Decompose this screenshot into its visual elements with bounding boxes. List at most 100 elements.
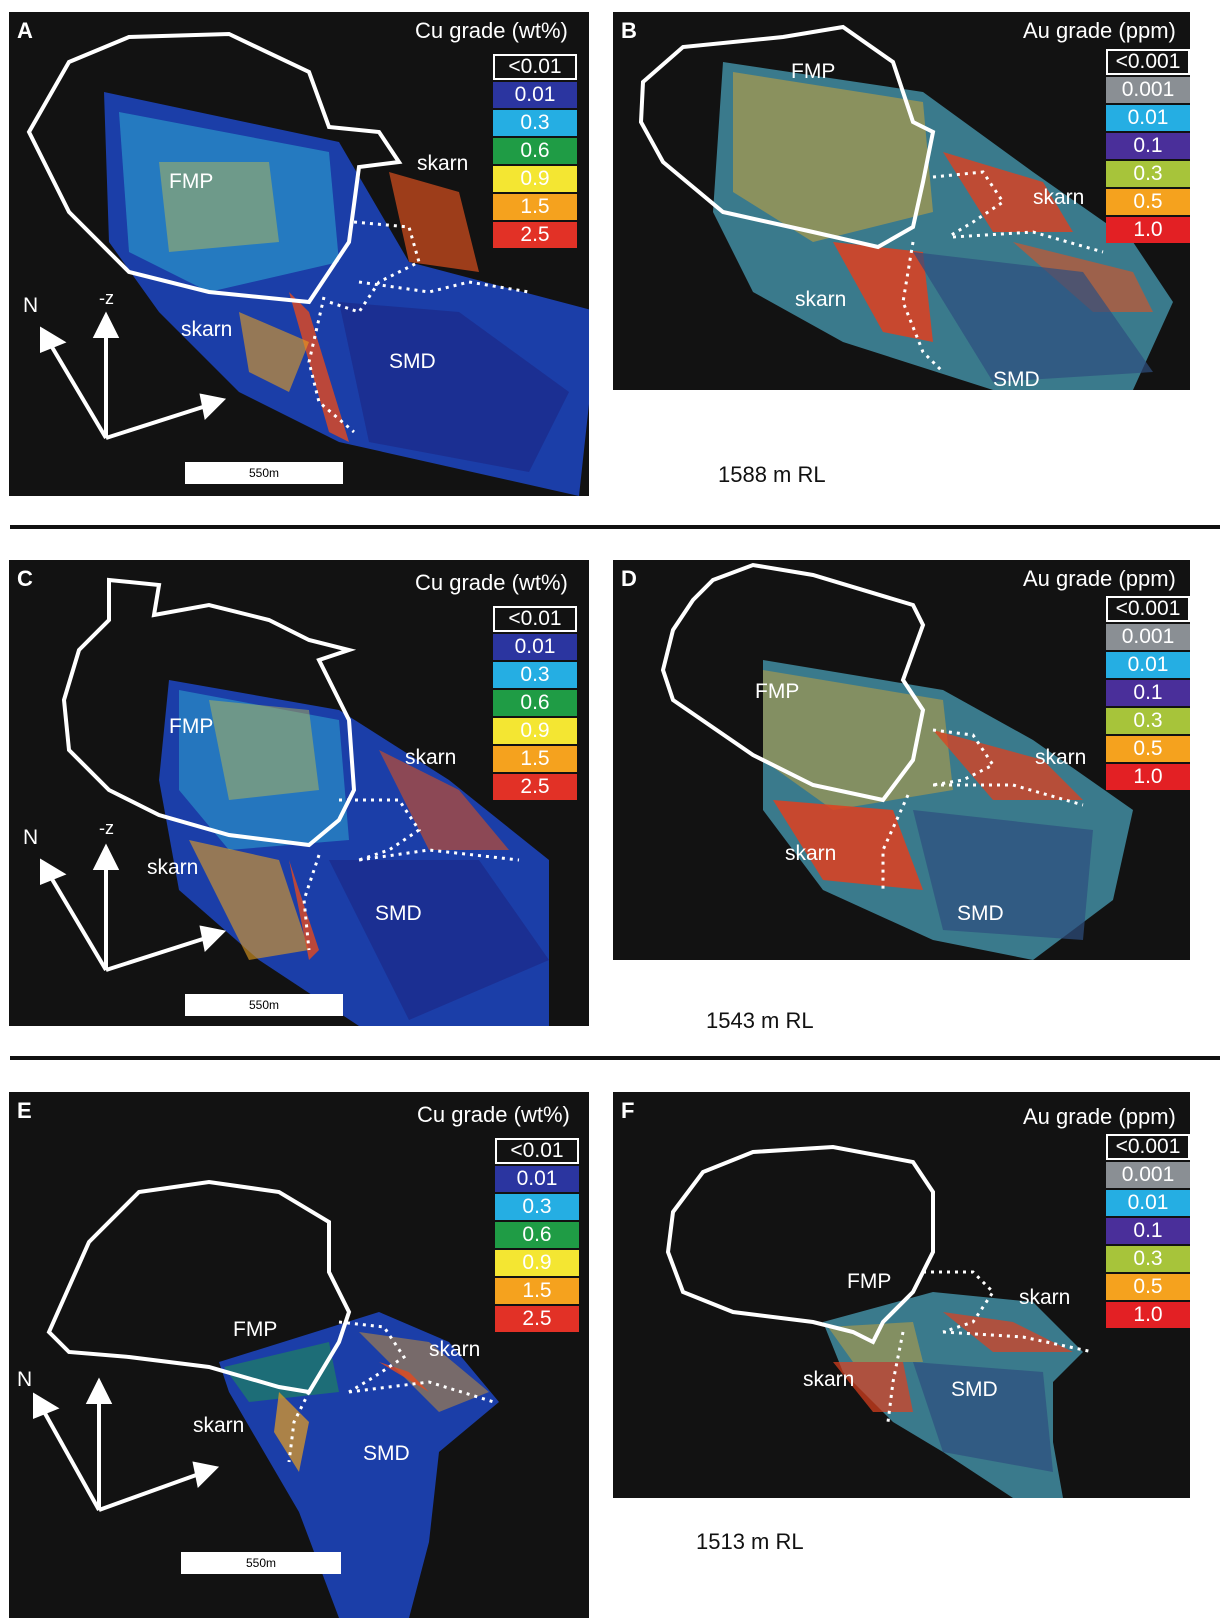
legend-class: <0.001 (1106, 1134, 1190, 1160)
compass-arrows (33, 1377, 220, 1512)
panel-c: C Cu grade (wt%) <0.01 0.01 0.3 0.6 0.9 … (9, 560, 589, 1026)
skarn-label: skarn (1035, 746, 1087, 769)
legend-class: 1.5 (495, 1278, 579, 1304)
scale-bar: 550m (185, 994, 343, 1016)
legend-class: 0.01 (1106, 1190, 1190, 1216)
smd-label: SMD (389, 350, 436, 373)
scale-bar: 550m (181, 1552, 341, 1574)
level-label: 1543 m RL (706, 1008, 814, 1033)
legend-class: 1.5 (493, 194, 577, 220)
divider (10, 525, 1220, 529)
cu-legend: <0.01 0.01 0.3 0.6 0.9 1.5 2.5 (495, 1138, 579, 1334)
fmp-label: FMP (847, 1270, 892, 1293)
legend-class: 0.1 (1106, 680, 1190, 706)
legend-class: 0.001 (1106, 624, 1190, 650)
skarn-label: skarn (181, 318, 233, 341)
skarn-label: skarn (785, 842, 837, 865)
skarn-label: skarn (429, 1338, 481, 1361)
legend-title: Au grade (ppm) (1023, 566, 1176, 591)
panel-e: E Cu grade (wt%) <0.01 0.01 0.3 0.6 0.9 … (9, 1092, 589, 1618)
skarn-label: skarn (1033, 186, 1085, 209)
fmp-label: FMP (169, 715, 214, 738)
legend-class: 0.9 (493, 166, 577, 192)
smd-label: SMD (993, 368, 1040, 390)
legend-class: 0.6 (493, 138, 577, 164)
fmp-label: FMP (233, 1318, 278, 1341)
skarn-label: skarn (795, 288, 847, 311)
fmp-label: FMP (755, 680, 800, 703)
legend-title: Cu grade (wt%) (415, 18, 568, 43)
legend-class: 0.01 (493, 82, 577, 108)
skarn-label: skarn (803, 1368, 855, 1391)
legend-class: 0.01 (493, 634, 577, 660)
legend-class: 0.9 (493, 718, 577, 744)
fmp-label: FMP (791, 60, 836, 83)
legend-class: 0.3 (1106, 708, 1190, 734)
legend-class: <0.001 (1106, 49, 1190, 75)
legend-class: <0.01 (493, 606, 577, 632)
au-grade-map-f (665, 1144, 1094, 1498)
legend-title: Au grade (ppm) (1023, 18, 1176, 43)
compass-arrows (40, 843, 227, 972)
depth-label: -z (99, 818, 114, 838)
legend-class: <0.001 (1106, 596, 1190, 622)
smd-label: SMD (363, 1442, 410, 1465)
legend-class: 0.3 (495, 1194, 579, 1220)
legend-class: 1.0 (1106, 1302, 1190, 1328)
cu-grade-map-e (46, 1179, 499, 1618)
panel-label: A (17, 18, 33, 43)
legend-class: 0.9 (495, 1250, 579, 1276)
cu-grade-map-a (26, 31, 589, 496)
panel-d: D Au grade (ppm) <0.001 0.001 0.01 0.1 0… (613, 560, 1190, 960)
legend-class: 2.5 (493, 774, 577, 800)
legend-class: <0.01 (493, 54, 577, 80)
au-legend: <0.001 0.001 0.01 0.1 0.3 0.5 1.0 (1106, 596, 1190, 792)
legend-title: Cu grade (wt%) (417, 1102, 570, 1127)
legend-class: 0.6 (495, 1222, 579, 1248)
panel-label: C (17, 566, 33, 591)
cu-legend: <0.01 0.01 0.3 0.6 0.9 1.5 2.5 (493, 54, 577, 250)
legend-class: 2.5 (495, 1306, 579, 1332)
legend-class: 1.5 (493, 746, 577, 772)
panel-b: B Au grade (ppm) <0.001 0.001 0.01 0.1 0… (613, 12, 1190, 390)
legend-title: Cu grade (wt%) (415, 570, 568, 595)
skarn-label: skarn (405, 746, 457, 769)
au-legend: <0.001 0.001 0.01 0.1 0.3 0.5 1.0 (1106, 1134, 1190, 1330)
skarn-label: skarn (193, 1414, 245, 1437)
skarn-label: skarn (147, 856, 199, 879)
panel-label: D (621, 566, 637, 591)
divider (10, 1056, 1220, 1060)
panel-label: F (621, 1098, 635, 1123)
au-grade-map-b (638, 24, 1173, 390)
scale-bar: 550m (185, 462, 343, 484)
panel-label: E (17, 1098, 32, 1123)
au-grade-map-d (660, 562, 1133, 960)
legend-class: 0.3 (493, 110, 577, 136)
legend-class: 0.01 (495, 1166, 579, 1192)
compass-arrows (40, 311, 227, 440)
legend-class: 0.3 (493, 662, 577, 688)
skarn-label: skarn (417, 152, 469, 175)
legend-class: 0.5 (1106, 189, 1190, 215)
panel-label: B (621, 18, 637, 43)
level-label: 1588 m RL (718, 462, 826, 487)
au-legend: <0.001 0.001 0.01 0.1 0.3 0.5 1.0 (1106, 49, 1190, 245)
skarn-label: skarn (1019, 1286, 1071, 1309)
legend-class: 2.5 (493, 222, 577, 248)
cu-grade-map-c (61, 577, 549, 1026)
legend-class: 0.001 (1106, 77, 1190, 103)
legend-class: 0.001 (1106, 1162, 1190, 1188)
legend-class: 0.6 (493, 690, 577, 716)
legend-class: 1.0 (1106, 217, 1190, 243)
legend-title: Au grade (ppm) (1023, 1104, 1176, 1129)
smd-label: SMD (951, 1378, 998, 1401)
north-label: N (23, 294, 39, 317)
cu-legend: <0.01 0.01 0.3 0.6 0.9 1.5 2.5 (493, 606, 577, 802)
legend-class: 0.1 (1106, 133, 1190, 159)
legend-class: 0.3 (1106, 161, 1190, 187)
north-label: N (23, 826, 39, 849)
panel-a: A Cu grade (wt%) <0.01 0.01 0.3 0.6 0.9 … (9, 12, 589, 496)
legend-class: 0.3 (1106, 1246, 1190, 1272)
legend-class: 0.01 (1106, 652, 1190, 678)
fmp-label: FMP (169, 170, 214, 193)
